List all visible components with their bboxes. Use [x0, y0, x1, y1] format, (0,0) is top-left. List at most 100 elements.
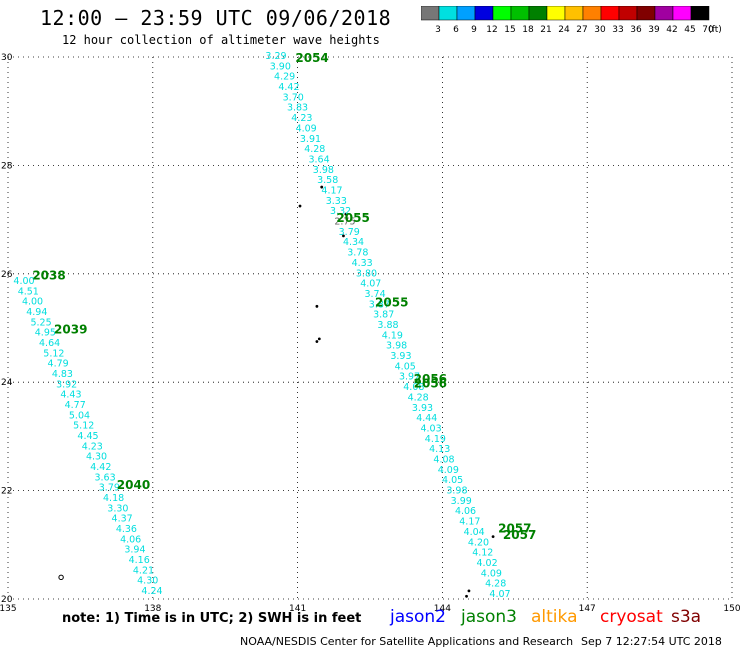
- colorbar-label: 6: [453, 25, 459, 35]
- x-tick-label: 138: [144, 604, 161, 614]
- swh-value: 4.17: [459, 517, 480, 528]
- swh-value: 3.98: [386, 341, 407, 352]
- swh-value: 4.09: [296, 123, 317, 134]
- color-scale-legend: 3 6 9 12 15 18 21 24 27 30 33 36 39 42 45 70(ft): [421, 6, 722, 35]
- swh-value: 4.16: [129, 555, 150, 566]
- swh-value: 3.79: [99, 483, 120, 494]
- y-tick-label: 22: [1, 487, 12, 497]
- swh-value: 4.17: [321, 186, 342, 197]
- swh-value: 4.28: [485, 579, 506, 590]
- y-tick-label: 20: [1, 595, 13, 605]
- swh-value: 4.95: [35, 328, 56, 339]
- swh-value: 4.79: [48, 359, 69, 370]
- satellite-legend-jason2: jason2: [390, 607, 446, 627]
- swh-value: 3.70: [283, 92, 304, 103]
- swh-value: 4.19: [425, 434, 446, 445]
- satellite-legend-jason3: jason3: [461, 607, 517, 627]
- swh-value: 3.98: [313, 165, 334, 176]
- pass-number-label: 2055: [375, 296, 408, 310]
- colorbar-label: 12: [486, 25, 497, 35]
- swh-value: 4.24: [141, 586, 162, 597]
- swh-value: 3.74: [364, 289, 385, 300]
- swh-value: 4.28: [304, 144, 325, 155]
- swh-value: 4.34: [343, 237, 364, 248]
- island-marker: [344, 212, 348, 216]
- swh-value: 4.07: [489, 589, 510, 600]
- colorbar-label: 3: [435, 25, 441, 35]
- swh-value: 4.09: [438, 465, 459, 476]
- pass-number-label: 2057: [498, 522, 531, 536]
- pass-number-label: 2054: [295, 51, 328, 65]
- satellite-legend-cryosat: cryosat: [600, 607, 663, 627]
- swh-value: 3.80: [356, 268, 377, 279]
- swh-value: 4.12: [472, 548, 493, 559]
- island-marker: [320, 185, 324, 189]
- swh-value: 4.94: [26, 307, 47, 318]
- island-marker: [342, 234, 345, 238]
- pass-number-label: 2055: [336, 211, 369, 225]
- pass-number-label: 2056: [414, 376, 447, 390]
- swh-value: 3.58: [317, 175, 338, 186]
- swh-value: 4.30: [137, 576, 158, 587]
- island-marker: [467, 589, 471, 593]
- track-end-marker: [465, 594, 468, 598]
- swh-value: 4.23: [291, 113, 312, 124]
- colorbar-label: 42: [666, 25, 677, 35]
- footnote: note: 1) Time is in UTC; 2) SWH is in fe…: [62, 611, 362, 626]
- swh-value: 4.29: [274, 72, 295, 83]
- colorbar-label: 27: [576, 25, 587, 35]
- y-tick-label: 28: [1, 161, 13, 171]
- swh-value: 3.32: [330, 206, 351, 217]
- colorbar-label: 45: [684, 25, 695, 35]
- swh-value: 4.33: [352, 258, 373, 269]
- swh-value: 4.28: [408, 392, 429, 403]
- swh-value: 4.51: [18, 286, 39, 297]
- island-marker: [491, 535, 495, 539]
- swh-value: 4.45: [77, 431, 98, 442]
- swh-value: 3.87: [369, 299, 390, 310]
- credit-text: NOAA/NESDIS Center for Satellite Applica…: [240, 635, 574, 648]
- swh-value: 3.64: [308, 154, 329, 165]
- x-tick-label: 144: [434, 604, 451, 614]
- swh-value: 4.19: [382, 330, 403, 341]
- colorbar-label: 39: [648, 25, 660, 35]
- swh-value: 4.44: [416, 413, 437, 424]
- island-marker: [298, 204, 302, 208]
- swh-value: 2.75: [334, 217, 355, 228]
- swh-value: 4.21: [133, 565, 154, 576]
- swh-value: 4.05: [442, 475, 463, 486]
- swh-value: 3.90: [270, 61, 291, 72]
- island-marker: [315, 304, 319, 308]
- colorbar-label: 24: [558, 25, 570, 35]
- swh-value: 4.08: [433, 455, 454, 466]
- y-tick-label: 24: [1, 378, 13, 388]
- swh-value: 3.99: [451, 496, 472, 507]
- colorbar-label: 36: [630, 25, 642, 35]
- swh-value: 4.07: [360, 279, 381, 290]
- swh-value: 3.79: [339, 227, 360, 238]
- island-marker: [317, 337, 321, 341]
- swh-value: 3.93: [412, 403, 433, 414]
- swh-value: 4.03: [420, 423, 441, 434]
- colorbar-swatch: [690, 6, 710, 21]
- swh-value: 4.04: [464, 527, 485, 538]
- swh-value: 4.43: [60, 390, 81, 401]
- page-subtitle: 12 hour collection of altimeter wave hei…: [62, 33, 380, 47]
- swh-value: 4.83: [52, 369, 73, 380]
- satellite-legend-altika: altika: [531, 607, 578, 627]
- swh-value: 3.30: [107, 503, 128, 514]
- colorbar-label: 21: [540, 25, 551, 35]
- pass-number-label: 2040: [117, 478, 150, 492]
- swh-value: 5.12: [43, 348, 64, 359]
- swh-value: 4.37: [112, 514, 133, 525]
- colorbar-label: 33: [612, 25, 623, 35]
- swh-value: 4.42: [278, 82, 299, 93]
- pass-number-label: 2056: [414, 372, 447, 386]
- pass-number-label: 2057: [503, 528, 536, 542]
- swh-value: 3.93: [390, 351, 411, 362]
- swh-value: 3.33: [326, 196, 347, 207]
- swh-value: 4.23: [82, 441, 103, 452]
- colorbar-label: 18: [522, 25, 534, 35]
- island-marker: [58, 574, 64, 581]
